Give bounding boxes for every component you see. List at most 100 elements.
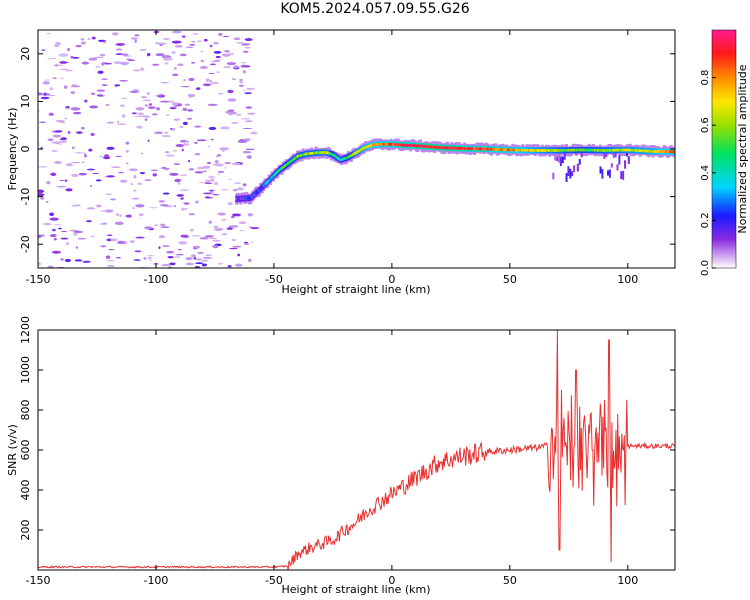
noise-speck — [236, 42, 244, 44]
noise-speck — [38, 234, 42, 238]
noise-speck — [195, 87, 201, 91]
noise-speck — [180, 86, 190, 88]
noise-speck — [129, 90, 140, 93]
noise-speck — [119, 213, 122, 218]
noise-speck — [147, 257, 152, 260]
noise-speck — [41, 49, 46, 51]
noise-speck — [90, 133, 95, 136]
noise-speck — [175, 254, 185, 256]
noise-speck — [243, 241, 249, 244]
ridge-burst — [622, 170, 625, 180]
ridge-burst — [576, 163, 579, 172]
noise-speck — [65, 242, 69, 246]
noise-speck — [205, 196, 210, 199]
ridge-burst — [625, 151, 628, 157]
colorbar-tick-label: 0.8 — [700, 70, 711, 86]
noise-speck — [159, 204, 170, 207]
noise-speck — [193, 256, 197, 260]
noise-speck — [131, 112, 137, 115]
noise-speck — [84, 99, 88, 103]
noise-speck — [89, 185, 93, 187]
noise-speck — [60, 258, 64, 261]
noise-speck — [177, 63, 184, 66]
noise-speck — [173, 205, 176, 207]
noise-speck — [56, 185, 67, 188]
noise-speck — [172, 30, 182, 34]
noise-speck — [70, 55, 74, 59]
noise-speck — [231, 238, 236, 242]
noise-speck — [64, 179, 68, 182]
noise-speck — [46, 32, 52, 34]
noise-speck — [244, 92, 252, 95]
noise-speck — [207, 103, 218, 106]
noise-speck — [84, 154, 87, 158]
noise-speck — [158, 235, 165, 239]
noise-speck — [180, 207, 185, 211]
spectrogram-xtick-label: -100 — [143, 273, 168, 286]
noise-speck — [189, 228, 194, 232]
noise-speck — [231, 78, 237, 81]
noise-speck — [143, 257, 147, 261]
noise-speck — [168, 100, 174, 103]
noise-speck — [88, 57, 98, 61]
noise-speck — [213, 225, 219, 229]
noise-speck — [163, 57, 173, 61]
noise-speck — [179, 125, 184, 129]
noise-speck — [77, 237, 87, 240]
ridge-burst — [563, 149, 566, 160]
noise-speck — [232, 188, 238, 192]
noise-speck — [51, 141, 61, 144]
noise-speck — [101, 84, 108, 86]
noise-speck — [83, 152, 87, 155]
noise-speck — [242, 89, 246, 91]
noise-speck — [48, 112, 54, 116]
noise-speck — [133, 115, 144, 117]
noise-speck — [188, 77, 195, 82]
noise-speck — [227, 89, 234, 94]
noise-speck — [147, 139, 150, 142]
noise-speck — [161, 264, 171, 266]
noise-speck — [149, 259, 152, 261]
snr-marks — [38, 330, 675, 570]
noise-speck — [81, 126, 85, 130]
noise-speck — [48, 95, 56, 97]
noise-speck — [231, 213, 242, 217]
noise-speck — [185, 256, 193, 261]
noise-speck — [53, 57, 56, 59]
noise-speck — [189, 43, 196, 46]
noise-speck — [247, 157, 252, 159]
noise-speck — [87, 38, 91, 40]
noise-speck — [59, 143, 62, 145]
noise-speck — [208, 72, 215, 75]
noise-speck — [80, 38, 85, 41]
noise-speck — [217, 262, 223, 265]
ridge-burst — [569, 168, 572, 179]
noise-speck — [206, 162, 212, 164]
noise-speck — [169, 172, 173, 174]
noise-speck — [239, 79, 243, 81]
noise-speck — [46, 181, 51, 185]
ridge-burst — [552, 172, 555, 180]
noise-speck — [214, 227, 224, 231]
noise-speck — [205, 254, 213, 256]
noise-speck — [223, 66, 232, 69]
noise-speck — [182, 121, 188, 126]
snr-ytick-label: 400 — [19, 480, 32, 501]
noise-speck — [133, 175, 137, 179]
noise-speck — [38, 262, 42, 266]
noise-speck — [49, 212, 55, 216]
noise-speck — [212, 163, 222, 166]
noise-speck — [58, 227, 62, 230]
colorbar-gradient — [711, 29, 737, 269]
noise-speck — [142, 99, 152, 102]
noise-speck — [120, 61, 129, 66]
noise-speck — [238, 84, 244, 87]
noise-speck — [169, 173, 179, 176]
noise-speck — [53, 237, 57, 241]
noise-speck — [216, 71, 220, 73]
noise-speck — [174, 256, 181, 258]
noise-speck — [135, 107, 145, 111]
noise-speck — [174, 163, 181, 165]
noise-speck — [196, 258, 202, 261]
noise-speck — [64, 258, 71, 263]
